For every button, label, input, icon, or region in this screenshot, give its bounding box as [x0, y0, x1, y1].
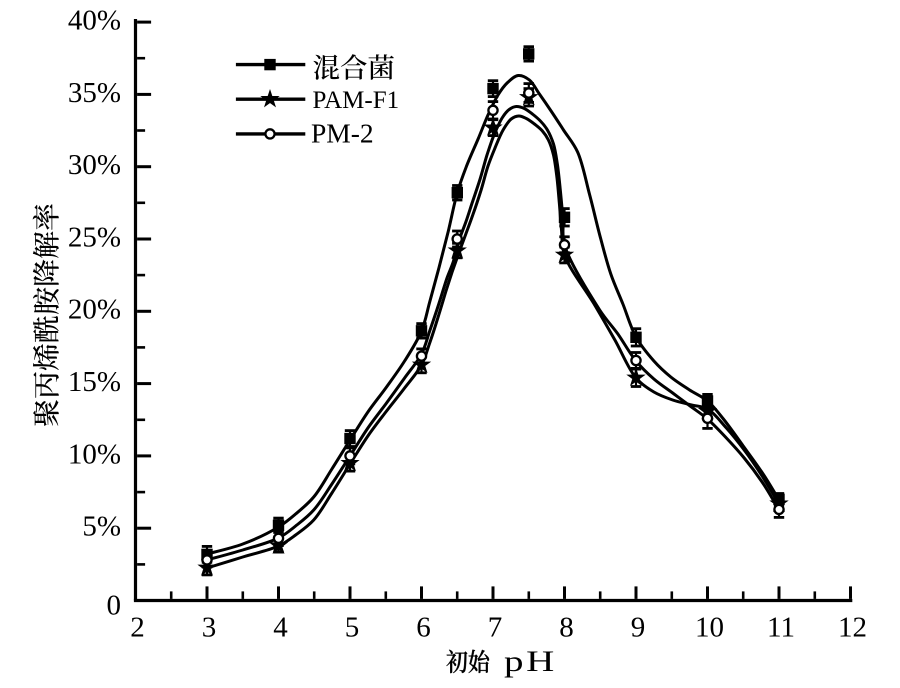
svg-text:10%: 10% — [68, 438, 121, 470]
svg-text:0: 0 — [107, 590, 122, 622]
svg-text:25%: 25% — [68, 221, 121, 253]
svg-text:30%: 30% — [68, 149, 121, 181]
svg-text:5%: 5% — [82, 511, 121, 543]
svg-text:12: 12 — [838, 612, 867, 644]
svg-text:15%: 15% — [68, 366, 121, 398]
svg-text:40%: 40% — [68, 5, 121, 37]
svg-text:11: 11 — [767, 612, 795, 644]
svg-text:PAM-F1: PAM-F1 — [313, 87, 400, 114]
svg-text:pH: pH — [504, 644, 557, 678]
svg-text:6: 6 — [416, 612, 431, 644]
svg-text:PM-2: PM-2 — [311, 118, 374, 149]
svg-text:9: 9 — [631, 612, 646, 644]
svg-text:2: 2 — [130, 612, 145, 644]
svg-text:10: 10 — [695, 612, 724, 644]
svg-text:3: 3 — [202, 612, 217, 644]
svg-text:20%: 20% — [68, 294, 121, 326]
svg-text:5: 5 — [345, 612, 360, 644]
svg-text:4: 4 — [273, 612, 288, 644]
svg-text:35%: 35% — [68, 77, 121, 109]
svg-text:8: 8 — [559, 612, 574, 644]
svg-text:7: 7 — [488, 612, 503, 644]
